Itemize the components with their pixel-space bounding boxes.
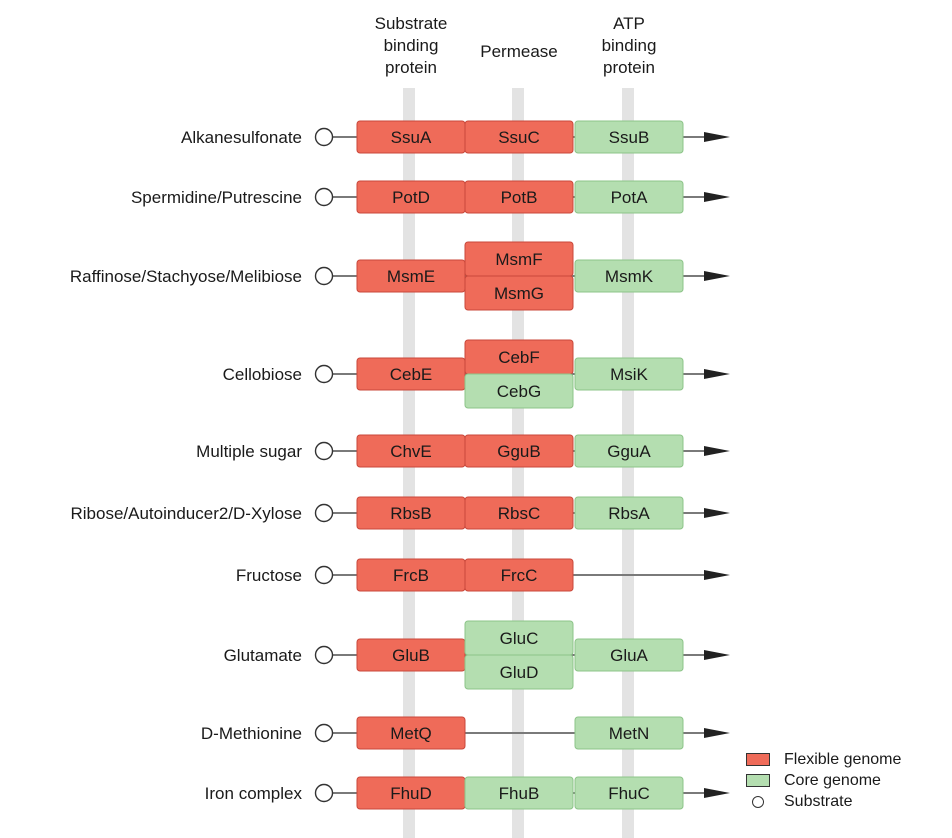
atp-label: MsiK xyxy=(610,365,648,384)
atp-box xyxy=(574,120,684,154)
arrow-head xyxy=(704,132,730,142)
substrate-label: Glutamate xyxy=(224,646,302,665)
sbp-label: ChvE xyxy=(390,442,432,461)
atp-label: FhuC xyxy=(608,784,650,803)
atp-box xyxy=(574,180,684,214)
permease-label: GluC xyxy=(500,629,539,648)
permease-label: SsuC xyxy=(498,128,540,147)
atp-box xyxy=(574,638,684,672)
arrow-head xyxy=(704,650,730,660)
atp-label: MetN xyxy=(609,724,650,743)
substrate-circle-icon xyxy=(314,441,334,461)
permease-label: GluD xyxy=(500,663,539,682)
permease-label: MsmF xyxy=(495,250,542,269)
sbp-box xyxy=(356,259,466,293)
arrow-head xyxy=(704,446,730,456)
sbp-label: GluB xyxy=(392,646,430,665)
arrow-head xyxy=(704,508,730,518)
arrow-head xyxy=(704,192,730,202)
arrow-head xyxy=(704,788,730,798)
header-atp-binding-protein: ATP binding protein xyxy=(601,14,657,77)
permease-box xyxy=(464,180,574,214)
permease-box xyxy=(464,654,574,690)
atp-box xyxy=(574,357,684,391)
permease-label: CebF xyxy=(498,348,540,367)
substrate-label: Fructose xyxy=(236,566,302,585)
atp-box xyxy=(574,716,684,750)
substrate-circle-icon xyxy=(314,565,334,585)
sbp-label: RbsB xyxy=(390,504,432,523)
permease-box xyxy=(464,776,574,810)
substrate-circle-icon xyxy=(314,723,334,743)
substrate-circle-icon xyxy=(752,795,764,808)
substrate-label: Spermidine/Putrescine xyxy=(131,188,302,207)
permease-label: FrcC xyxy=(501,566,538,585)
sbp-label: FrcB xyxy=(393,566,429,585)
legend-item-core: Core genome xyxy=(746,770,901,791)
substrate-circle-icon xyxy=(314,364,334,384)
substrate-circle-icon xyxy=(314,783,334,803)
atp-box xyxy=(574,776,684,810)
flexible-genome-swatch xyxy=(746,753,770,766)
substrate-label: Ribose/Autoinducer2/D-Xylose xyxy=(70,504,302,523)
legend-label-substrate: Substrate xyxy=(784,792,853,810)
substrate-circle-icon xyxy=(314,127,334,147)
sbp-box xyxy=(356,357,466,391)
atp-label: MsmK xyxy=(605,267,654,286)
legend-label-core: Core genome xyxy=(784,771,881,789)
header-permease: Permease xyxy=(480,42,558,61)
permease-label: MsmG xyxy=(494,284,544,303)
substrate-label: Iron complex xyxy=(205,784,303,803)
sbp-label: FhuD xyxy=(390,784,432,803)
atp-label: GguA xyxy=(607,442,651,461)
arrow-head xyxy=(704,271,730,281)
permease-label: CebG xyxy=(497,382,541,401)
substrate-label: Multiple sugar xyxy=(196,442,302,461)
atp-label: PotA xyxy=(611,188,649,207)
permease-box xyxy=(464,434,574,468)
legend: Flexible genome Core genome Substrate xyxy=(746,749,901,812)
substrate-circle-icon xyxy=(314,187,334,207)
permease-label: PotB xyxy=(501,188,538,207)
sbp-label: MsmE xyxy=(387,267,435,286)
substrate-circle-icon xyxy=(314,503,334,523)
permease-box xyxy=(464,496,574,530)
substrate-label: D-Methionine xyxy=(201,724,302,743)
arrow-head xyxy=(704,570,730,580)
atp-box xyxy=(574,434,684,468)
permease-label: GguB xyxy=(497,442,540,461)
atp-box xyxy=(574,496,684,530)
substrate-label: Raffinose/Stachyose/Melibiose xyxy=(70,267,302,286)
sbp-label: SsuA xyxy=(391,128,432,147)
arrow-head xyxy=(704,728,730,738)
atp-label: SsuB xyxy=(609,128,650,147)
atp-box xyxy=(574,259,684,293)
legend-item-flexible: Flexible genome xyxy=(746,749,901,770)
permease-box xyxy=(464,558,574,592)
sbp-label: MetQ xyxy=(390,724,432,743)
sbp-label: CebE xyxy=(390,365,433,384)
sbp-box xyxy=(356,716,466,750)
sbp-box xyxy=(356,638,466,672)
atp-label: GluA xyxy=(610,646,648,665)
sbp-label: PotD xyxy=(392,188,430,207)
atp-label: RbsA xyxy=(608,504,650,523)
header-substrate-binding-protein: Substrate binding protein xyxy=(374,14,448,77)
permease-label: FhuB xyxy=(499,784,540,803)
legend-label-flexible: Flexible genome xyxy=(784,750,902,768)
core-genome-swatch xyxy=(746,774,770,787)
arrow-head xyxy=(704,369,730,379)
substrate-circle-icon xyxy=(314,266,334,286)
permease-box xyxy=(464,275,574,311)
legend-item-substrate: Substrate xyxy=(746,791,901,812)
substrate-label: Alkanesulfonate xyxy=(181,128,302,147)
substrate-circle-icon xyxy=(314,645,334,665)
permease-box xyxy=(464,120,574,154)
permease-box xyxy=(464,373,574,409)
permease-label: RbsC xyxy=(498,504,541,523)
substrate-label: Cellobiose xyxy=(223,365,302,384)
